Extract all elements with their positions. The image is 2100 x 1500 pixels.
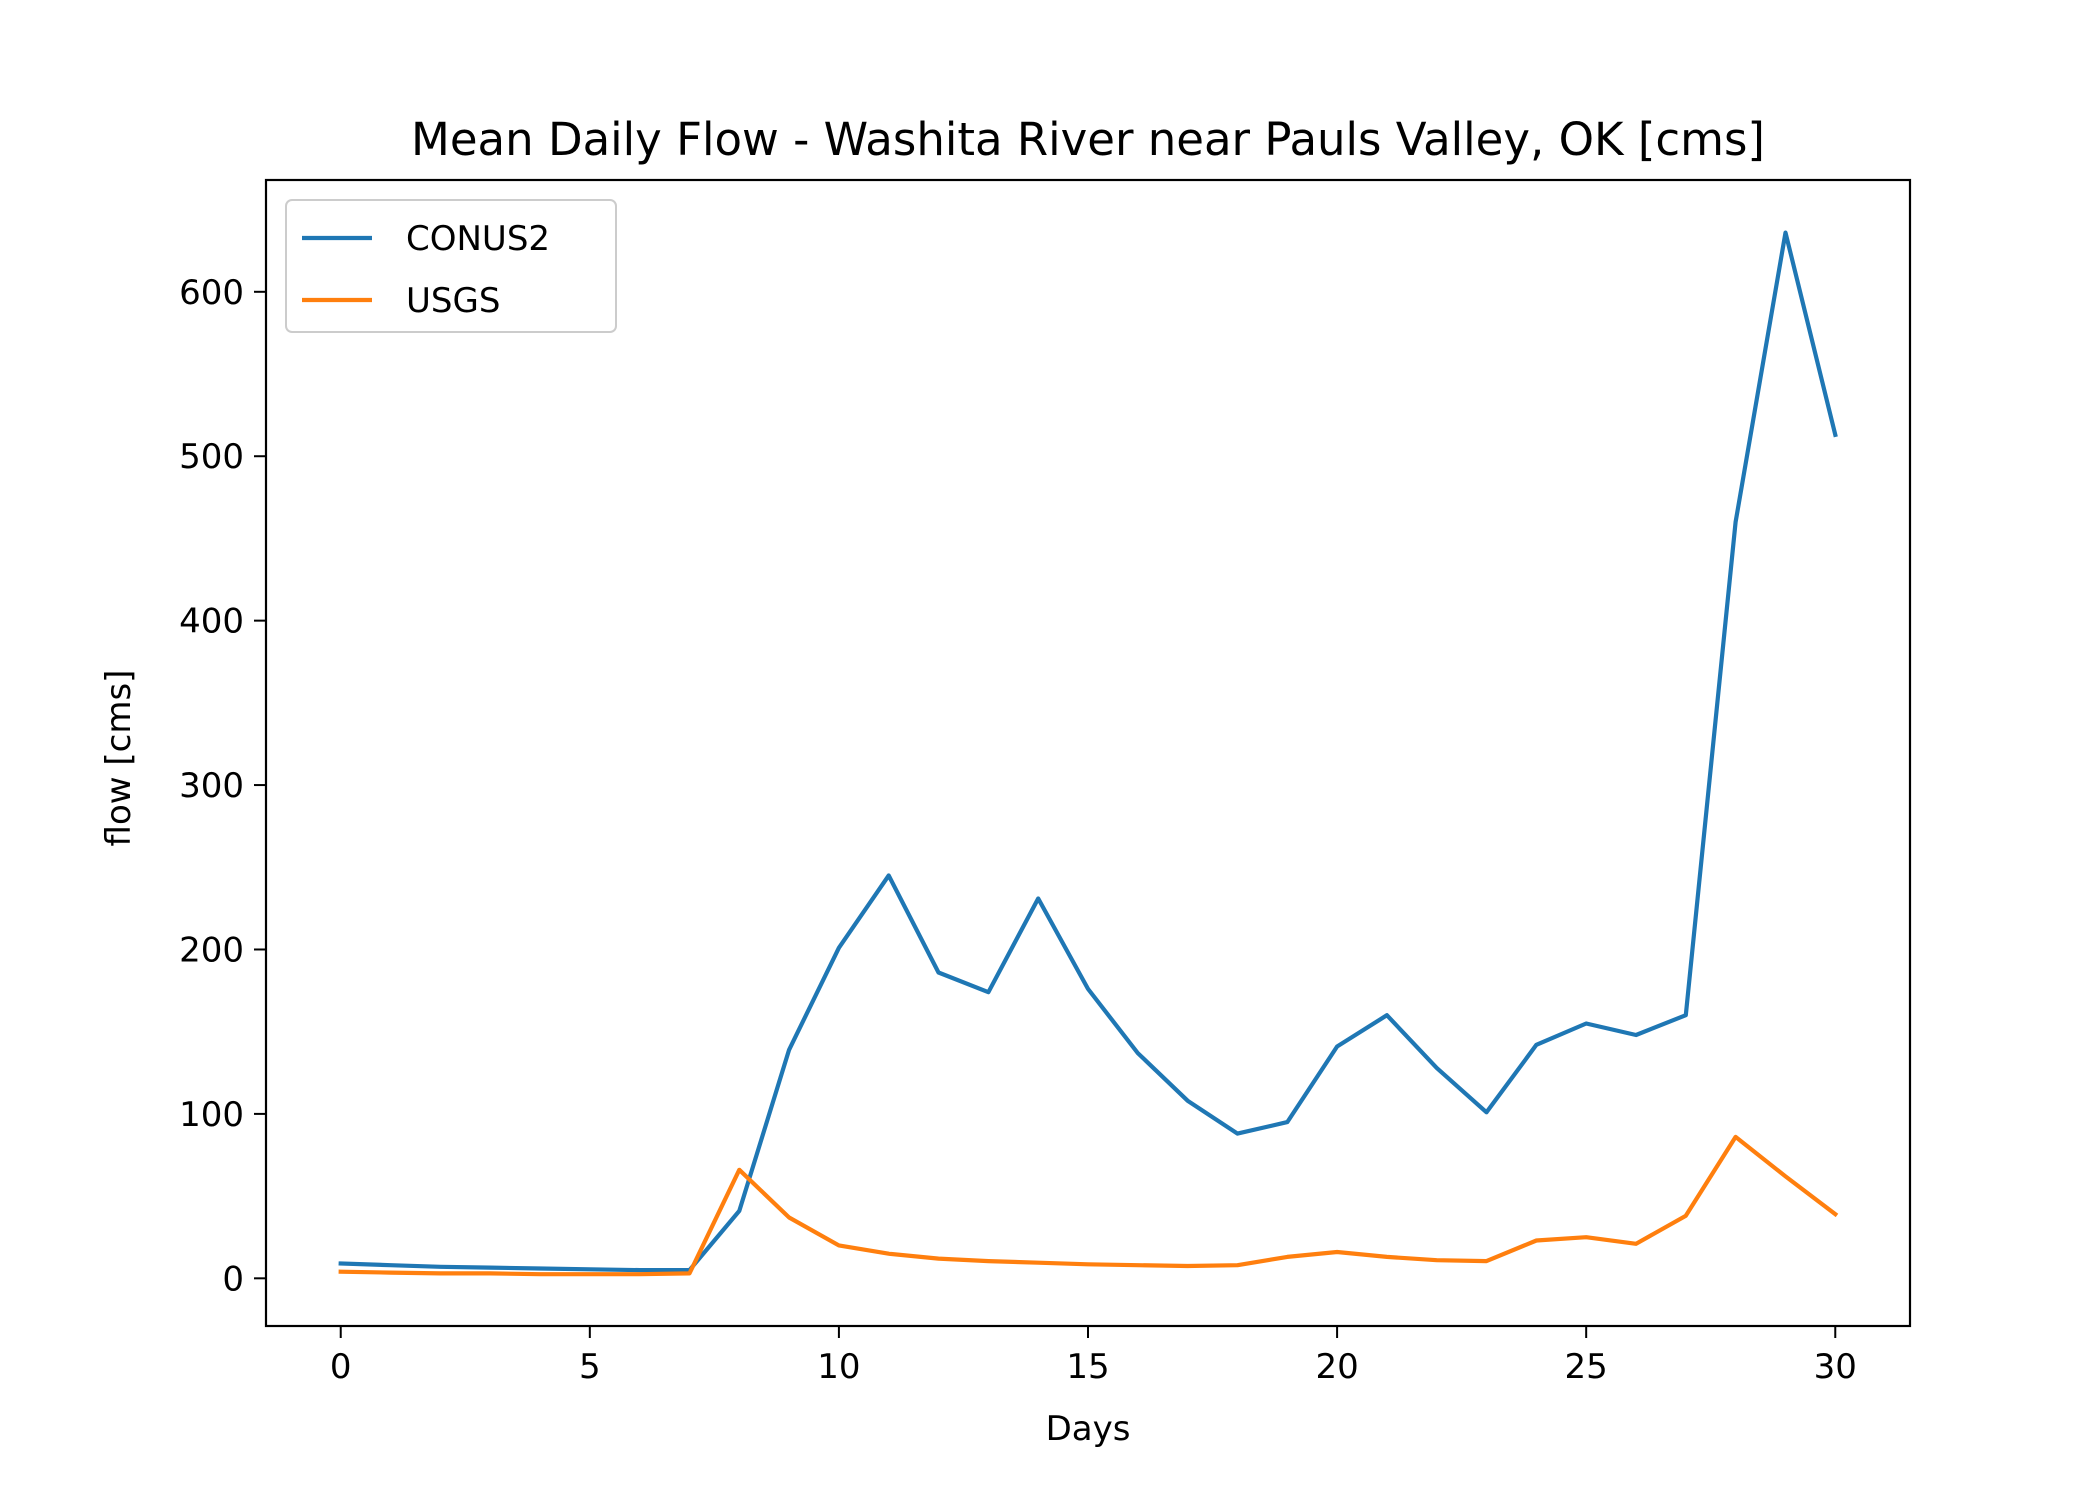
y-tick-label: 600: [179, 273, 244, 313]
series-line-conus2: [338, 230, 1838, 1273]
x-tick-label: 20: [1315, 1347, 1358, 1387]
legend-label-usgs: USGS: [406, 281, 500, 321]
x-tick-label: 15: [1066, 1347, 1109, 1387]
legend-label-conus2: CONUS2: [406, 219, 550, 259]
x-tick-label: 25: [1565, 1347, 1608, 1387]
y-tick-label: 100: [179, 1095, 244, 1135]
y-tick-label: 400: [179, 602, 244, 642]
legend: CONUS2 USGS: [285, 199, 617, 333]
x-tick-label: 5: [579, 1347, 601, 1387]
y-tick-label: 500: [179, 437, 244, 477]
x-axis: 0 5 10 15 20 25 30: [330, 1326, 1857, 1387]
series-lines: [338, 230, 1839, 1277]
y-tick-label: 0: [222, 1259, 244, 1299]
x-tick-label: 30: [1814, 1347, 1857, 1387]
y-tick-label: 200: [179, 930, 244, 970]
chart-title: Mean Daily Flow - Washita River near Pau…: [411, 113, 1765, 166]
y-axis-label: flow [cms]: [99, 670, 139, 847]
y-axis: 0 100 200 300 400 500 600: [179, 273, 266, 1299]
x-axis-label: Days: [1046, 1409, 1131, 1449]
series-line-usgs: [338, 1134, 1839, 1277]
x-tick-label: 10: [817, 1347, 860, 1387]
x-tick-label: 0: [330, 1347, 352, 1387]
y-tick-label: 300: [179, 766, 244, 806]
